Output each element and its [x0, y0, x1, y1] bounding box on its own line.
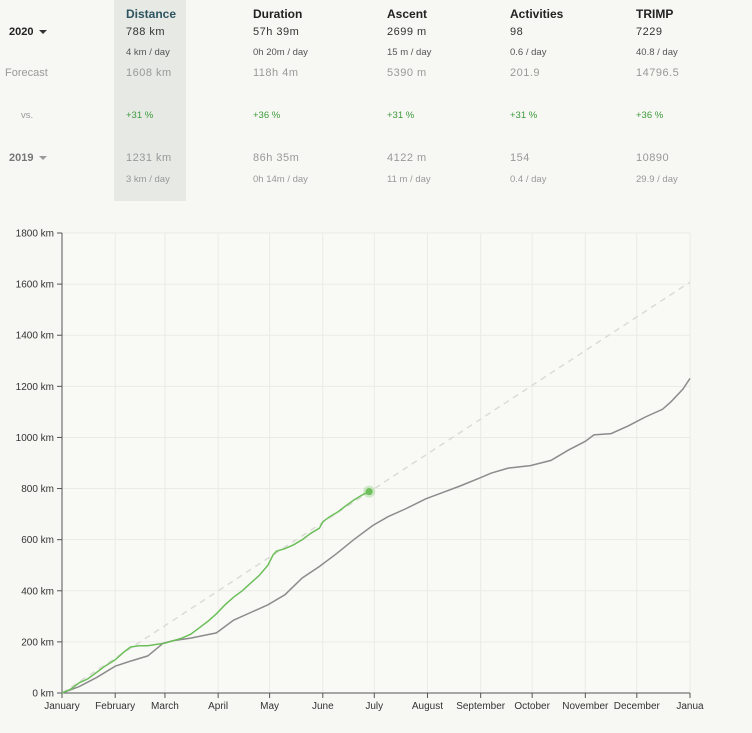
x-tick-label: September	[456, 701, 506, 712]
previous-trimp-per-day: 29.9 / day	[636, 174, 678, 185]
y-tick-label: 0 km	[32, 689, 54, 700]
selected-column-highlight	[114, 0, 186, 201]
chart-svg: 0 km 200 km 400 km 600 km 800 km 1000 km 1200 …	[16, 229, 704, 713]
current-distance-per-day: 4 km / day	[126, 47, 170, 58]
forecast-label: Forecast	[5, 67, 48, 79]
x-tick-label: December	[614, 701, 661, 712]
forecast-duration: 118h 4m	[253, 67, 299, 79]
current-activities-per-day: 0.6 / day	[510, 47, 547, 58]
current-ascent-per-day: 15 m / day	[387, 47, 432, 58]
header-distance[interactable]: Distance	[126, 7, 177, 21]
x-tick-label: August	[412, 701, 443, 712]
current-duration-per-day: 0h 20m / day	[253, 47, 308, 58]
previous-duration: 86h 35m	[253, 152, 300, 164]
previous-trimp: 10890	[636, 152, 670, 164]
cumulative-distance-chart: 0 km 200 km 400 km 600 km 800 km 1000 km 1200 …	[0, 215, 752, 728]
previous-year-dropdown[interactable]: 2019	[9, 152, 48, 164]
previous-ascent-per-day: 11 m / day	[387, 174, 431, 185]
current-point-marker[interactable]	[365, 488, 373, 496]
forecast-line	[61, 281, 691, 694]
y-tick-label: 200 km	[21, 637, 54, 648]
plot-area	[62, 233, 690, 693]
previous-distance: 1231 km	[126, 152, 172, 164]
caret-down-icon	[39, 30, 48, 35]
caret-down-icon	[39, 156, 48, 161]
current-activities: 98	[510, 26, 524, 38]
y-tick-label: 1000 km	[16, 433, 54, 444]
y-tick-label: 800 km	[21, 484, 54, 495]
x-tick-label: January	[44, 701, 80, 712]
current-distance: 788 km	[126, 26, 166, 38]
header-ascent[interactable]: Ascent	[387, 7, 428, 21]
y-tick-label: 400 km	[21, 586, 54, 597]
vs-duration-pct: +36 %	[253, 110, 281, 121]
forecast-activities: 201.9	[510, 67, 541, 79]
previous-ascent: 4122 m	[387, 152, 427, 164]
stats-table: Distance Duration Ascent Activities TRIM…	[0, 0, 752, 205]
x-tick-label: June	[312, 701, 334, 712]
previous-distance-per-day: 3 km / day	[126, 174, 170, 185]
current-year-label: 2020	[9, 26, 34, 38]
y-tick-label: 1600 km	[16, 280, 54, 291]
x-tick-label: March	[151, 701, 179, 712]
previous-activities: 154	[510, 152, 530, 164]
previous-duration-per-day: 0h 14m / day	[253, 174, 308, 185]
current-year-dropdown[interactable]: 2020	[9, 26, 48, 38]
current-trimp-per-day: 40.8 / day	[636, 47, 678, 58]
x-tick-label: Janua	[676, 701, 704, 712]
header-duration[interactable]: Duration	[253, 7, 303, 21]
current-trimp: 7229	[636, 26, 663, 38]
forecast-distance: 1608 km	[126, 67, 172, 79]
previous-activities-per-day: 0.4 / day	[510, 174, 547, 185]
vs-trimp-pct: +36 %	[636, 110, 664, 121]
y-tick-label: 1200 km	[16, 382, 54, 393]
vs-distance-pct: +31 %	[126, 110, 154, 121]
current-duration: 57h 39m	[253, 26, 300, 38]
x-tick-label: May	[260, 701, 279, 712]
series-line-2020	[61, 490, 370, 694]
forecast-trimp: 14796.5	[636, 67, 680, 79]
current-ascent: 2699 m	[387, 26, 427, 38]
x-tick-label: November	[562, 701, 609, 712]
y-tick-label: 1400 km	[16, 331, 54, 342]
header-trimp[interactable]: TRIMP	[636, 7, 674, 21]
forecast-ascent: 5390 m	[387, 67, 427, 79]
y-tick-label: 1800 km	[16, 229, 54, 240]
x-tick-label: April	[208, 701, 228, 712]
header-activities[interactable]: Activities	[510, 7, 564, 21]
vs-activities-pct: +31 %	[510, 110, 538, 121]
previous-year-label: 2019	[9, 152, 34, 164]
vs-label: vs.	[21, 110, 34, 121]
x-tick-label: October	[514, 701, 550, 712]
vs-ascent-pct: +31 %	[387, 110, 415, 121]
x-tick-label: February	[95, 701, 135, 712]
x-tick-label: July	[365, 701, 383, 712]
y-tick-label: 600 km	[21, 535, 54, 546]
